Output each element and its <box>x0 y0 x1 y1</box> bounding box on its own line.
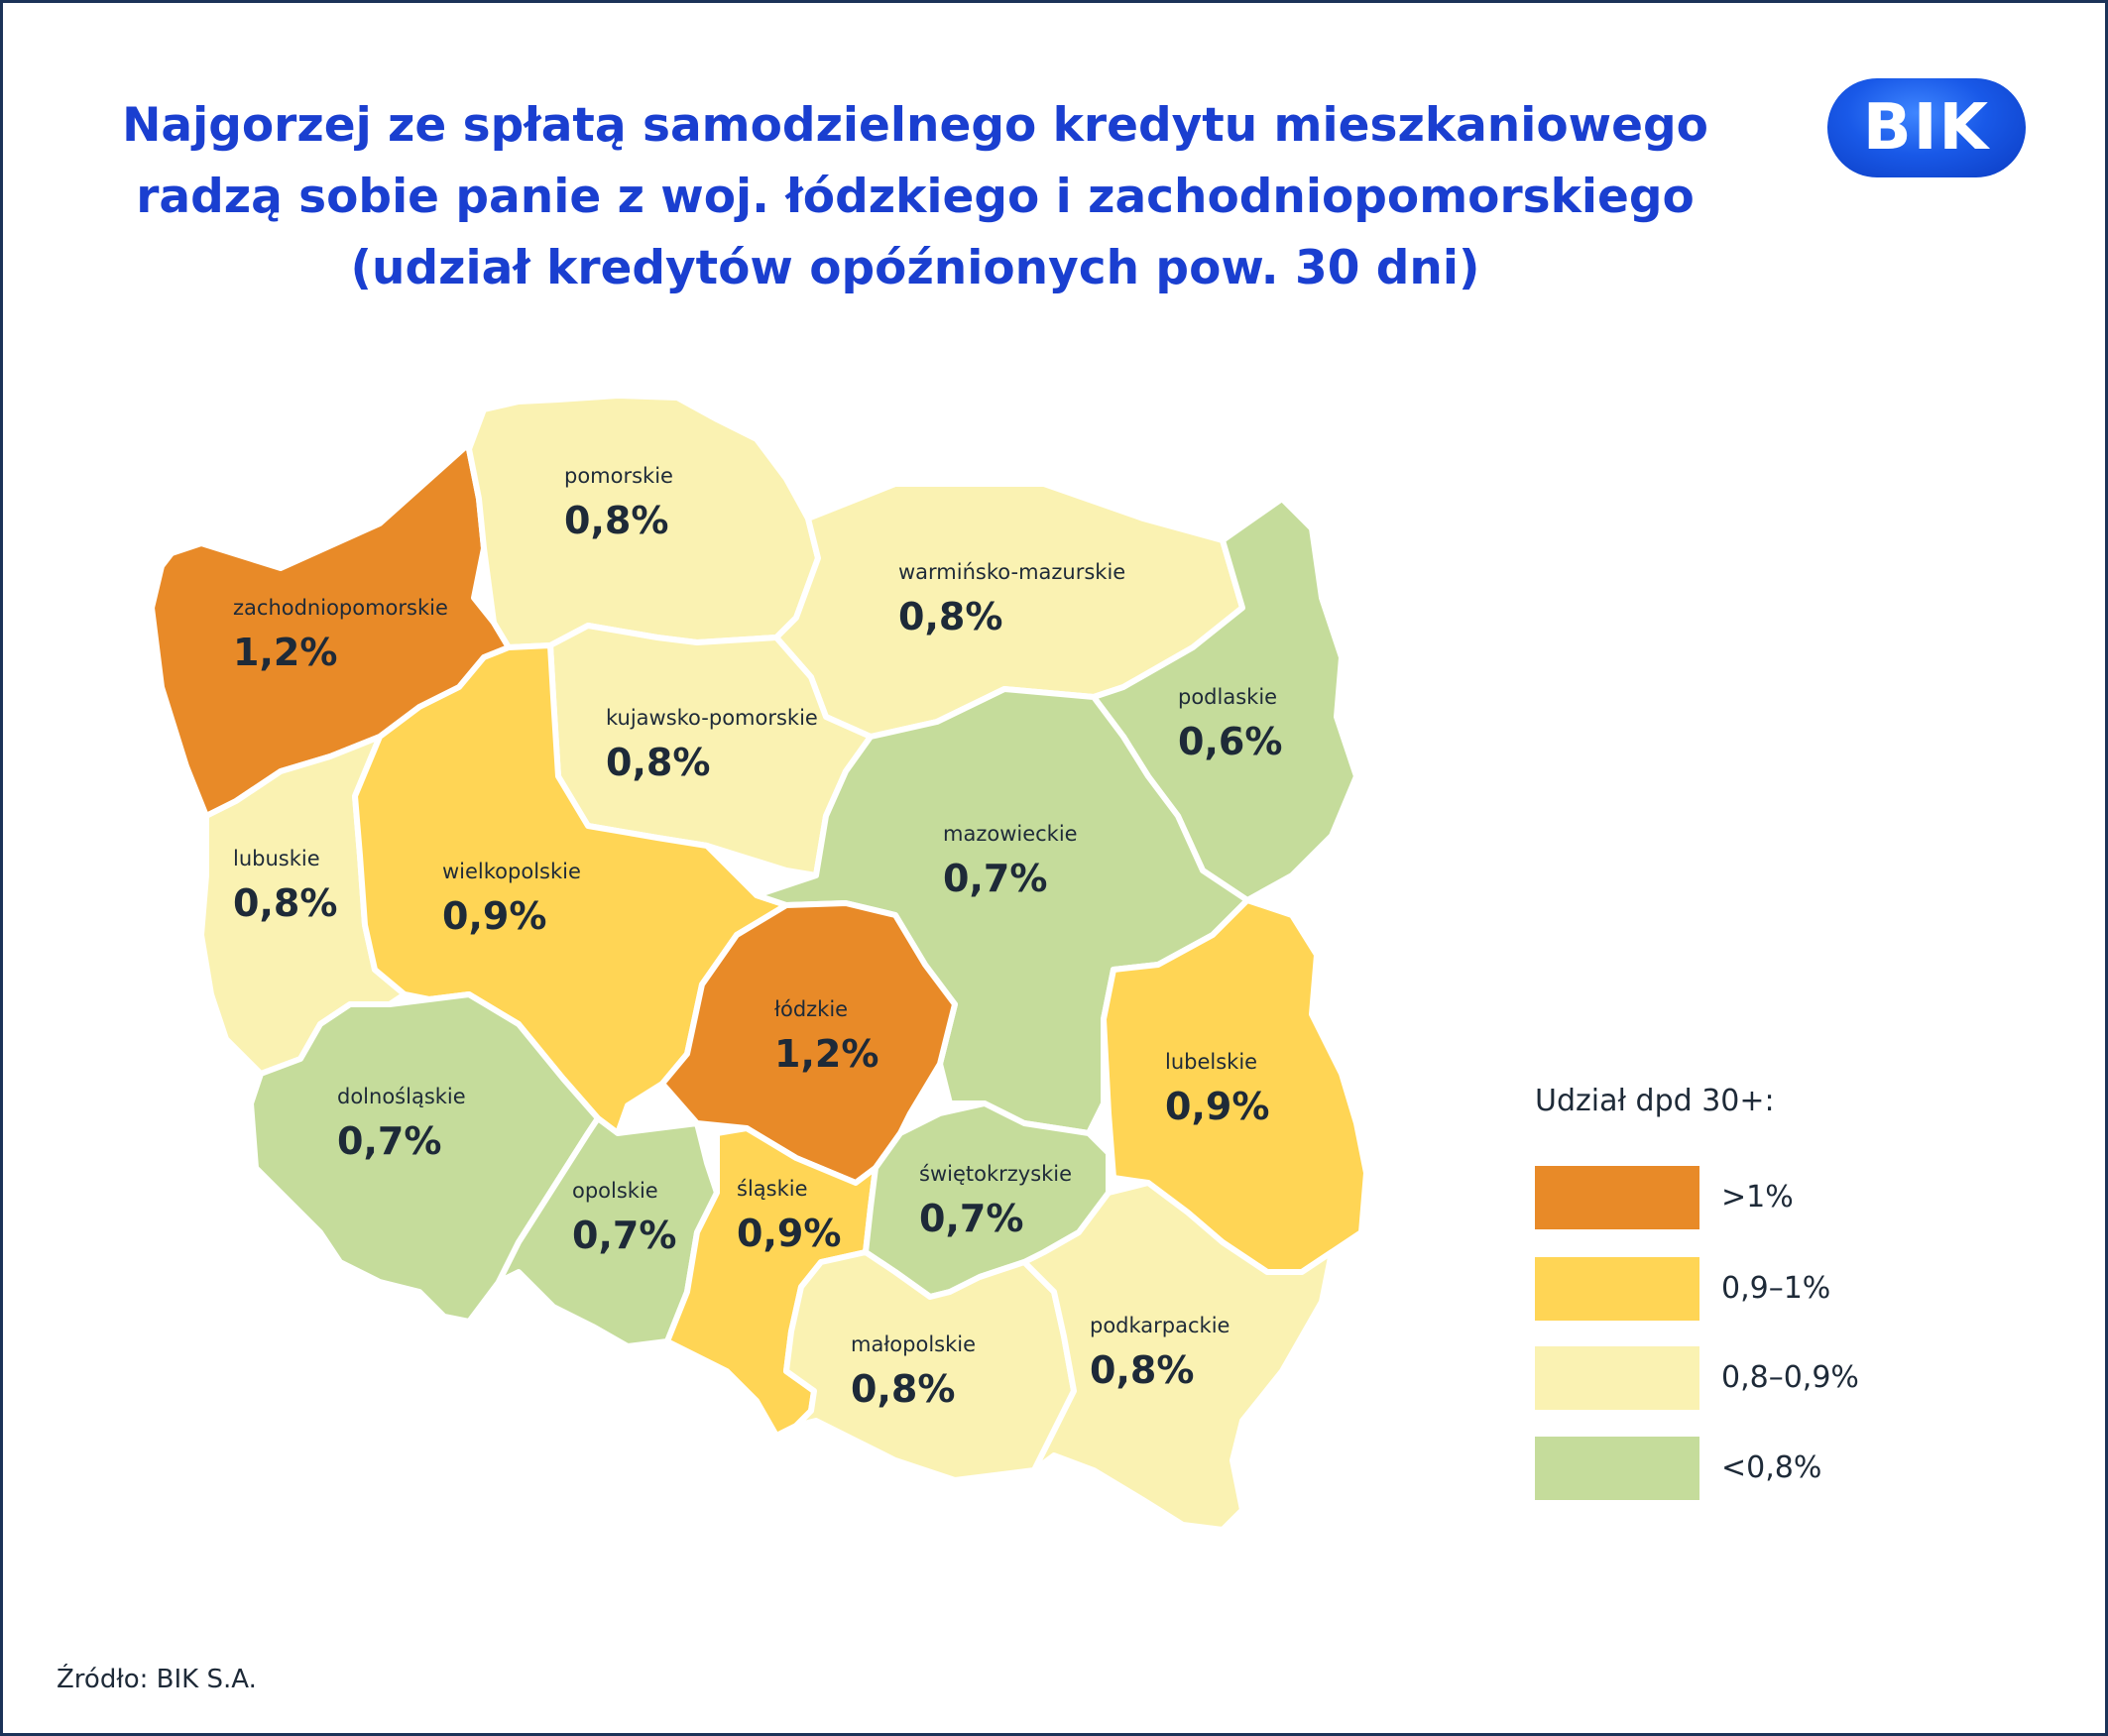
legend-title: Udział dpd 30+: <box>1535 1084 1775 1118</box>
region-name: mazowieckie <box>943 822 1078 846</box>
legend-swatch <box>1535 1257 1699 1321</box>
region-value: 1,2% <box>233 631 337 674</box>
bik-logo: BIK <box>1827 78 2026 177</box>
region-label-podlaskie: podlaskie 0,6% <box>1178 685 1282 763</box>
region-name: warmińsko-mazurskie <box>898 560 1125 584</box>
region-name: kujawsko-pomorskie <box>606 706 818 730</box>
title-line-1: Najgorzej ze spłatą samodzielnego kredyt… <box>122 98 1708 153</box>
region-name: łódzkie <box>774 997 848 1021</box>
region-value: 0,8% <box>851 1367 955 1411</box>
poland-voivodeship-map: zachodniopomorskie 1,2% pomorskie 0,8% w… <box>149 393 1369 1533</box>
legend-item: 0,8–0,9% <box>1535 1346 1932 1410</box>
region-name: śląskie <box>737 1177 808 1201</box>
source-note: Źródło: BIK S.A. <box>57 1665 257 1694</box>
region-value: 0,9% <box>737 1212 841 1255</box>
region-label-pomorskie: pomorskie 0,8% <box>564 464 673 542</box>
region-label-lubuskie: lubuskie 0,8% <box>233 847 337 925</box>
region-name: świętokrzyskie <box>919 1162 1072 1186</box>
legend-label: <0,8% <box>1721 1450 1822 1485</box>
region-value: 0,7% <box>943 857 1047 900</box>
region-value: 0,7% <box>337 1119 441 1163</box>
region-label-dolnoslaskie: dolnośląskie 0,7% <box>337 1085 466 1163</box>
region-name: zachodniopomorskie <box>233 596 448 620</box>
region-name: lubelskie <box>1165 1050 1257 1074</box>
region-value: 0,8% <box>1090 1348 1194 1392</box>
region-label-swietokrzyskie: świętokrzyskie 0,7% <box>919 1162 1072 1240</box>
legend-item: 0,9–1% <box>1535 1257 1932 1321</box>
legend-label: 0,8–0,9% <box>1721 1360 1859 1395</box>
legend-swatch <box>1535 1437 1699 1500</box>
legend-swatch <box>1535 1166 1699 1229</box>
region-value: 0,8% <box>564 499 668 542</box>
region-label-lubelskie: lubelskie 0,9% <box>1165 1050 1269 1128</box>
region-name: opolskie <box>572 1179 658 1203</box>
region-name: wielkopolskie <box>442 860 581 883</box>
region-value: 0,8% <box>233 881 337 925</box>
region-value: 1,2% <box>774 1032 878 1076</box>
region-value: 0,8% <box>606 741 710 784</box>
region-lubuskie <box>198 734 408 1077</box>
region-name: pomorskie <box>564 464 673 488</box>
region-value: 0,6% <box>1178 720 1282 763</box>
legend-item: <0,8% <box>1535 1437 1932 1500</box>
legend-label: >1% <box>1721 1180 1794 1215</box>
region-label-mazowieckie: mazowieckie 0,7% <box>943 822 1078 900</box>
region-value: 0,9% <box>1165 1085 1269 1128</box>
region-label-kujawsko-pomorskie: kujawsko-pomorskie 0,8% <box>606 706 818 784</box>
region-podkarpackie <box>1021 1180 1335 1533</box>
title-line-3: (udział kredytów opóźnionych pow. 30 dni… <box>350 241 1480 295</box>
map-title: Najgorzej ze spłatą samodzielnego kredyt… <box>62 90 1768 304</box>
region-label-slaskie: śląskie 0,9% <box>737 1177 841 1255</box>
region-name: podlaskie <box>1178 685 1277 709</box>
region-value: 0,7% <box>919 1197 1023 1240</box>
region-value: 0,7% <box>572 1214 676 1257</box>
region-label-opolskie: opolskie 0,7% <box>572 1179 676 1257</box>
region-name: dolnośląskie <box>337 1085 466 1108</box>
region-name: podkarpackie <box>1090 1314 1230 1337</box>
region-name: lubuskie <box>233 847 320 870</box>
region-value: 0,8% <box>898 595 1002 638</box>
region-label-zachodniopomorskie: zachodniopomorskie 1,2% <box>233 596 448 674</box>
region-label-malopolskie: małopolskie 0,8% <box>851 1332 976 1411</box>
title-line-2: radzą sobie panie z woj. łódzkiego i zac… <box>136 170 1695 224</box>
region-opolskie <box>496 1115 720 1349</box>
region-name: małopolskie <box>851 1332 976 1356</box>
legend-swatch <box>1535 1346 1699 1410</box>
legend-item: >1% <box>1535 1166 1932 1229</box>
region-value: 0,9% <box>442 894 546 938</box>
region-label-lodzkie: łódzkie 1,2% <box>774 997 878 1076</box>
region-label-warminsko-mazurskie: warmińsko-mazurskie 0,8% <box>898 560 1125 638</box>
region-label-podkarpackie: podkarpackie 0,8% <box>1090 1314 1230 1392</box>
region-malopolskie <box>783 1249 1077 1483</box>
region-label-wielkopolskie: wielkopolskie 0,9% <box>442 860 581 938</box>
legend-label: 0,9–1% <box>1721 1271 1831 1306</box>
